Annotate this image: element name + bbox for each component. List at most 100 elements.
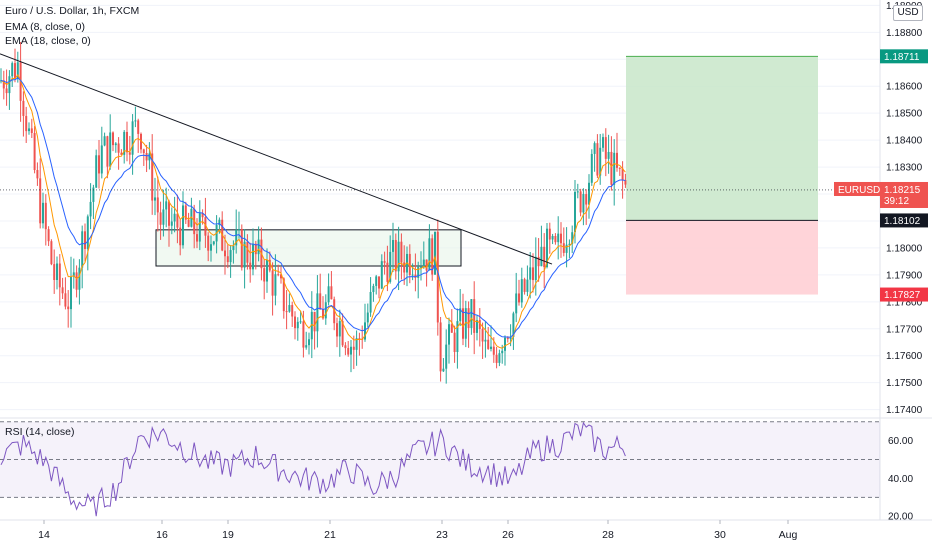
candle-body xyxy=(285,311,288,313)
currency-button[interactable]: USD xyxy=(893,5,923,21)
candle-body xyxy=(397,241,400,272)
candle-body xyxy=(492,346,495,355)
candle-body xyxy=(114,143,117,146)
price-tick-label: 1.17600 xyxy=(886,351,923,362)
candle-body xyxy=(302,321,305,348)
candle-body xyxy=(67,306,70,310)
candle-body xyxy=(532,267,534,281)
candle-body xyxy=(506,337,509,340)
candle-body xyxy=(123,131,126,155)
candle-body xyxy=(456,321,459,352)
candle-body xyxy=(299,321,302,323)
candle-body xyxy=(294,316,296,329)
candle-body xyxy=(565,244,568,253)
candle-body xyxy=(366,312,369,323)
candle-body xyxy=(70,276,72,310)
candle-body xyxy=(579,191,582,213)
price-tick-label: 1.17500 xyxy=(886,378,923,389)
entry-price-tag: 1.18102 xyxy=(884,216,921,227)
candle-body xyxy=(520,279,523,303)
candle-body xyxy=(344,345,347,349)
ema-fast-line xyxy=(0,73,626,349)
price-tick-label: 1.18300 xyxy=(886,163,923,174)
candle-body xyxy=(378,276,380,289)
loss-zone xyxy=(626,220,818,295)
candle-body xyxy=(386,262,389,282)
candle-body xyxy=(375,276,378,286)
ema-slow-line xyxy=(0,77,626,338)
price-tick-label: 1.18600 xyxy=(886,82,923,93)
candle-body xyxy=(529,267,532,280)
candle-body xyxy=(179,227,182,246)
candle-body xyxy=(207,235,210,251)
candle-body xyxy=(333,299,336,324)
candle-body xyxy=(624,180,627,185)
candle-body xyxy=(39,178,42,224)
candle-body xyxy=(268,259,271,271)
candle-body xyxy=(347,348,350,355)
candle-body xyxy=(291,305,294,317)
candle-body xyxy=(470,299,473,328)
current-price-tag: 1.18215 xyxy=(884,185,921,196)
candle-body xyxy=(590,153,593,183)
candle-body xyxy=(305,345,308,348)
candle-body xyxy=(151,153,154,201)
candle-body xyxy=(546,228,548,268)
candle-body xyxy=(431,238,434,275)
candle-body xyxy=(498,353,501,363)
candle-body xyxy=(618,167,621,169)
candle-body xyxy=(394,240,397,272)
candle-body xyxy=(274,274,277,296)
candle-body xyxy=(534,256,537,281)
candle-body xyxy=(450,324,453,333)
candle-body xyxy=(481,328,484,342)
candle-body xyxy=(313,311,316,332)
candle-body xyxy=(501,350,504,354)
price-tick-label: 1.17900 xyxy=(886,270,923,281)
candle-body xyxy=(78,267,81,290)
candle-body xyxy=(322,309,324,319)
candle-body xyxy=(554,235,557,243)
candle-body xyxy=(408,253,411,275)
candle-body xyxy=(358,338,361,340)
candle-body xyxy=(462,308,464,339)
symbol-tag-bg xyxy=(834,181,880,196)
candle-body xyxy=(156,197,159,213)
candle-body xyxy=(576,191,579,193)
time-tick-label: 14 xyxy=(38,529,50,541)
candle-body xyxy=(14,63,16,79)
candle-body xyxy=(380,261,383,289)
target-price-tag-bg xyxy=(880,49,928,64)
candle-body xyxy=(212,241,215,245)
rsi-tick-label: 40.00 xyxy=(888,474,913,485)
candle-body xyxy=(162,209,165,225)
candle-body xyxy=(117,143,120,153)
candle-body xyxy=(319,293,322,310)
candle-body xyxy=(459,308,462,322)
stop-price-tag: 1.17827 xyxy=(884,290,921,301)
candle-body xyxy=(154,197,156,201)
candle-body xyxy=(128,152,131,155)
candle-body xyxy=(571,232,574,244)
candle-body xyxy=(453,332,456,352)
candle-body xyxy=(184,205,187,220)
candle-body xyxy=(540,246,543,267)
candle-body xyxy=(28,128,30,132)
candle-body xyxy=(8,76,11,94)
candle-body xyxy=(417,266,420,278)
candle-body xyxy=(316,293,319,332)
candle-body xyxy=(350,346,352,355)
candle-body xyxy=(254,243,257,255)
candle-body xyxy=(84,231,86,249)
candle-body xyxy=(140,133,142,150)
candle-body xyxy=(403,262,406,273)
candle-body xyxy=(509,336,512,340)
time-tick-label: 28 xyxy=(602,529,614,541)
ema-slow-legend: EMA (18, close, 0) xyxy=(5,35,91,47)
candle-body xyxy=(364,322,366,340)
candle-body xyxy=(352,346,355,350)
candle-body xyxy=(504,337,506,351)
candle-body xyxy=(392,240,394,252)
